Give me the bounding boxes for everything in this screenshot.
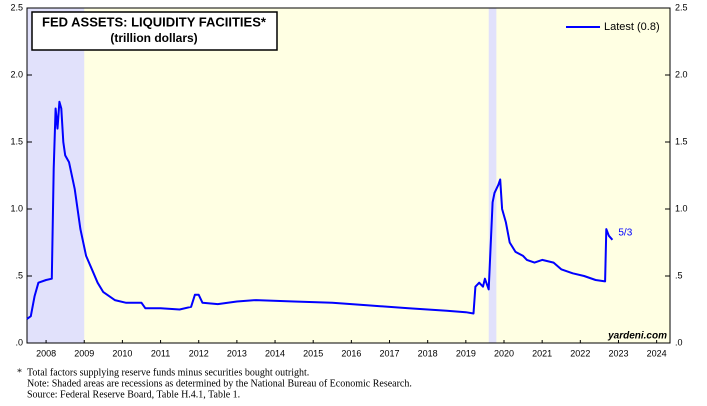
recession-shade	[488, 8, 497, 343]
chart-subtitle: (trillion dollars)	[110, 31, 197, 45]
x-tick-label: 2024	[647, 348, 667, 358]
y-tick-label: 1.5	[10, 136, 23, 146]
x-tick-label: 2013	[227, 348, 247, 358]
x-tick-label: 2023	[608, 348, 628, 358]
x-tick-label: 2011	[151, 348, 170, 358]
y-tick-label-right: 2.5	[675, 2, 688, 12]
y-tick-label: 1.0	[10, 203, 23, 213]
x-tick-label: 2017	[380, 348, 400, 358]
x-tick-label: 2008	[36, 348, 56, 358]
y-tick-label-right: 1.0	[675, 203, 688, 213]
x-tick-label: 2016	[341, 348, 361, 358]
y-tick-label-right: 1.5	[675, 136, 688, 146]
source-credit: yardeni.com	[607, 331, 667, 342]
y-tick-label-right: 2.0	[675, 69, 688, 79]
x-tick-label: 2012	[189, 348, 209, 358]
x-tick-label: 2019	[456, 348, 476, 358]
annotation: 5/3	[618, 227, 632, 238]
series-line	[26, 100, 614, 320]
plot-background	[27, 8, 670, 343]
x-tick-label: 2020	[494, 348, 514, 358]
y-tick-label-right: .0	[675, 337, 683, 347]
x-tick-label: 2022	[570, 348, 590, 358]
y-tick-label: 2.0	[10, 69, 23, 79]
y-tick-label: 2.5	[10, 2, 23, 12]
y-tick-label: .5	[15, 270, 23, 280]
y-tick-label: .0	[15, 337, 23, 347]
y-tick-label-right: .5	[675, 270, 683, 280]
chart-title: FED ASSETS: LIQUIDITY FACIITIES*	[42, 14, 267, 29]
footnote-marker: *	[17, 367, 22, 378]
legend-label: Latest (0.8)	[604, 21, 660, 33]
footnote: Note: Shaded areas are recessions as det…	[27, 378, 412, 389]
x-tick-label: 2009	[74, 348, 94, 358]
title-box	[31, 11, 278, 51]
x-tick-label: 2021	[532, 348, 552, 358]
x-tick-label: 2010	[112, 348, 132, 358]
plot-frame	[26, 7, 671, 344]
x-tick-label: 2015	[303, 348, 323, 358]
footnote: Total factors supplying reserve funds mi…	[27, 367, 309, 378]
footnote: Source: Federal Reserve Board, Table H.4…	[27, 389, 240, 400]
x-tick-label: 2018	[418, 348, 438, 358]
x-tick-label: 2014	[265, 348, 285, 358]
